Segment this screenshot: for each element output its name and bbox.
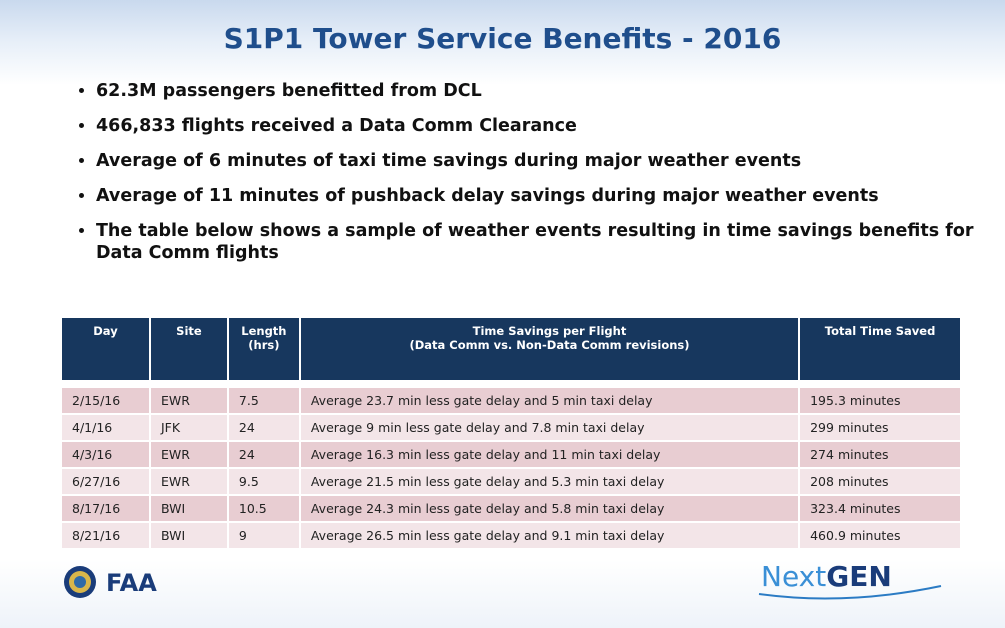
- nextgen-next: Next: [761, 560, 826, 593]
- table-cell: 274 minutes: [799, 440, 962, 468]
- table-cell: 9: [227, 521, 301, 548]
- table-cell: 4/3/16: [62, 440, 151, 468]
- nextgen-gen: GEN: [826, 560, 892, 593]
- table-cell: Average 24.3 min less gate delay and 5.8…: [299, 494, 801, 522]
- header-cell: Site: [149, 318, 229, 384]
- header-text: Time Savings per Flight: [472, 324, 627, 338]
- table-cell: 299 minutes: [799, 413, 962, 441]
- bullet: Average of 11 minutes of pushback delay …: [96, 185, 976, 207]
- header-cell: Day: [62, 318, 151, 384]
- table-cell: EWR: [149, 440, 229, 468]
- bullet: 466,833 flights received a Data Comm Cle…: [96, 115, 976, 137]
- table-cell: 8/17/16: [62, 494, 151, 522]
- bullet: Average of 6 minutes of taxi time saving…: [96, 150, 976, 172]
- table-cell: 9.5: [227, 467, 301, 495]
- table-cell: 10.5: [227, 494, 301, 522]
- table-cell: 6/27/16: [62, 467, 151, 495]
- table-cell: BWI: [149, 494, 229, 522]
- table-cell: Average 21.5 min less gate delay and 5.3…: [299, 467, 801, 495]
- slide-title: S1P1 Tower Service Benefits - 2016: [223, 22, 782, 55]
- table-cell: JFK: [149, 413, 229, 441]
- table-cell: 7.5: [227, 380, 301, 414]
- faa-logo: FAA: [64, 566, 157, 598]
- nextgen-logo: NextGEN: [758, 560, 942, 600]
- table-row: 8/21/16 BWI 9 Average 26.5 min less gate de…: [62, 521, 962, 548]
- faa-text: FAA: [106, 569, 157, 597]
- header-text: Length (hrs): [241, 324, 287, 352]
- table-cell: 460.9 minutes: [799, 521, 962, 548]
- table-cell: EWR: [149, 467, 229, 495]
- nextgen-swoosh: [758, 585, 942, 600]
- table-cell: Average 26.5 min less gate delay and 9.1…: [299, 521, 801, 548]
- table-cell: EWR: [149, 380, 229, 414]
- table-cell: BWI: [149, 521, 229, 548]
- header-cell: Total Time Saved: [799, 318, 962, 384]
- table-cell: Average 23.7 min less gate delay and 5 m…: [299, 380, 801, 414]
- table-row: 8/17/16 BWI 10.5 Average 24.3 min less gate…: [62, 494, 962, 522]
- table-cell: Average 9 min less gate delay and 7.8 mi…: [299, 413, 801, 441]
- header-cell: Length (hrs): [227, 318, 301, 384]
- table-cell: Average 16.3 min less gate delay and 11 …: [299, 440, 801, 468]
- faa-seal-center: [74, 576, 86, 588]
- benefits-table: Day Site Length (hrs) Time Savings per Flig…: [62, 318, 962, 548]
- table-cell: 2/15/16: [62, 380, 151, 414]
- header-text: Day: [93, 324, 118, 338]
- table-row: 4/3/16 EWR 24 Average 16.3 min less gate de…: [62, 440, 962, 468]
- table-cell: 8/21/16: [62, 521, 151, 548]
- table-row: 6/27/16 EWR 9.5 Average 21.5 min less gate …: [62, 467, 962, 495]
- table-cell: 323.4 minutes: [799, 494, 962, 522]
- bullet: The table below shows a sample of weathe…: [96, 220, 976, 264]
- table-cell: 208 minutes: [799, 467, 962, 495]
- header-text: Site: [176, 324, 202, 338]
- table-cell: 24: [227, 440, 301, 468]
- table-cell: 195.3 minutes: [799, 380, 962, 414]
- nextgen-light: NextGEN: [761, 560, 892, 593]
- table-cell: 24: [227, 413, 301, 441]
- bullet: 62.3M passengers benefitted from DCL: [96, 80, 976, 102]
- header-note: (Data Comm vs. Non-Data Comm revisions): [409, 338, 690, 352]
- header-text: Total Time Saved: [824, 324, 936, 338]
- table-row: 2/15/16 EWR 7.5 Average 23.7 min less gate …: [62, 380, 962, 414]
- table-row: 4/1/16 JFK 24 Average 9 min less gate delay…: [62, 413, 962, 441]
- table-cell: 4/1/16: [62, 413, 151, 441]
- header-cell: Time Savings per Flight (Data Comm vs. No…: [299, 318, 801, 384]
- header-row: Day Site Length (hrs) Time Savings per Flig…: [62, 318, 962, 384]
- bullet-list: 62.3M passengers benefitted from DCL 466,…: [62, 80, 976, 277]
